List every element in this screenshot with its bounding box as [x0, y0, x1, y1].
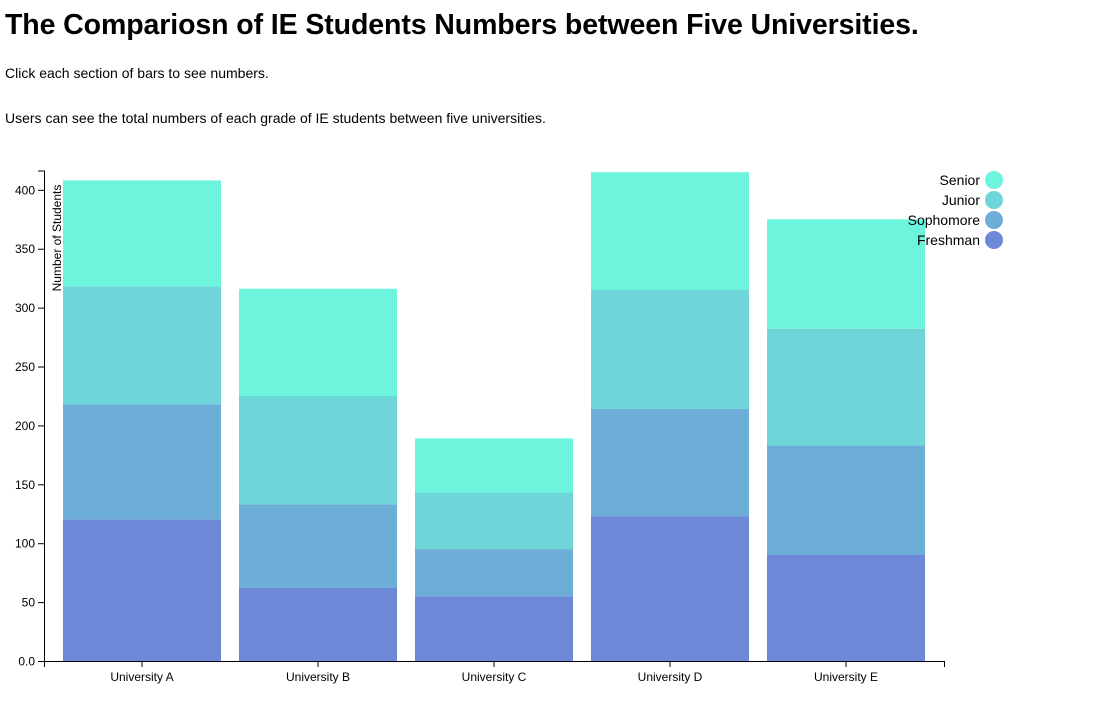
- legend-item-sophomore: Sophomore: [908, 211, 1003, 229]
- x-axis: University A University B University C Univ…: [44, 661, 945, 684]
- bar-university-e-sophomore[interactable]: Sophomore: 93: [767, 445, 925, 555]
- bar-university-b-sophomore[interactable]: Sophomore: 71: [239, 504, 397, 588]
- instruction-text: Click each section of bars to see number…: [5, 65, 269, 81]
- legend-label-senior: Senior: [940, 172, 981, 188]
- y-tick-label: 0.0: [18, 655, 35, 669]
- bar-university-a-sophomore[interactable]: Sophomore: 98: [63, 404, 221, 520]
- y-tick-label: 350: [15, 242, 35, 256]
- x-tick-label-university-d: University D: [638, 670, 703, 684]
- legend-swatch-sophomore: [985, 211, 1003, 229]
- bar-university-c-junior[interactable]: Junior: 48: [415, 492, 573, 550]
- y-axis: 0.0 50 100 150 200 250 300 350 400 Number of Stu…: [15, 170, 64, 669]
- legend-item-junior: Junior: [942, 191, 1003, 209]
- bars-group: Freshman: 120Sophomore: 98Junior: 100Sen…: [63, 172, 925, 661]
- bar-university-c-senior[interactable]: Senior: 46: [415, 438, 573, 493]
- x-tick-label-university-c: University C: [462, 670, 527, 684]
- y-axis-title: Number of Students: [50, 185, 64, 292]
- legend-item-freshman: Freshman: [917, 231, 1003, 249]
- page-title: The Compariosn of IE Students Numbers be…: [5, 9, 919, 41]
- bar-university-d-senior[interactable]: Senior: 100: [591, 172, 749, 290]
- bar-university-a-freshman[interactable]: Freshman: 120: [63, 519, 221, 661]
- y-ticks: 0.0 50 100 150 200 250 300 350 400: [15, 183, 44, 669]
- bar-university-e-senior[interactable]: Senior: 93: [767, 219, 925, 329]
- bar-university-d-sophomore[interactable]: Sophomore: 91: [591, 408, 749, 517]
- bar-university-b-freshman[interactable]: Freshman: 62: [239, 587, 397, 661]
- description-text: Users can see the total numbers of each …: [5, 110, 546, 126]
- y-axis-line: [38, 170, 45, 662]
- legend: Senior Junior Sophomore Freshman: [908, 171, 1003, 249]
- legend-label-sophomore: Sophomore: [908, 212, 981, 228]
- bar-university-a-senior[interactable]: Senior: 90: [63, 180, 221, 287]
- legend-swatch-junior: [985, 191, 1003, 209]
- bar-university-e-junior[interactable]: Junior: 99: [767, 328, 925, 446]
- bar-university-b-junior[interactable]: Junior: 92: [239, 395, 397, 505]
- y-tick-label: 200: [15, 419, 35, 433]
- legend-swatch-freshman: [985, 231, 1003, 249]
- y-tick-label: 150: [15, 478, 35, 492]
- bar-university-c-sophomore[interactable]: Sophomore: 40: [415, 549, 573, 597]
- x-ticks: University A University B University C Univ…: [110, 661, 878, 684]
- y-tick-label: 50: [22, 596, 36, 610]
- bar-university-b-senior[interactable]: Senior: 91: [239, 288, 397, 396]
- legend-swatch-senior: [985, 171, 1003, 189]
- bar-university-a-junior[interactable]: Junior: 100: [63, 286, 221, 405]
- bar-university-d-freshman[interactable]: Freshman: 123: [591, 516, 749, 661]
- bar-university-d-junior[interactable]: Junior: 101: [591, 289, 749, 409]
- bar-university-e-freshman[interactable]: Freshman: 90: [767, 554, 925, 661]
- legend-item-senior: Senior: [940, 171, 1003, 189]
- y-tick-label: 250: [15, 360, 35, 374]
- y-tick-label: 100: [15, 537, 35, 551]
- x-tick-label-university-b: University B: [286, 670, 350, 684]
- bar-university-c-freshman[interactable]: Freshman: 55: [415, 596, 573, 661]
- x-tick-label-university-a: University A: [110, 670, 173, 684]
- legend-label-freshman: Freshman: [917, 232, 980, 248]
- y-tick-label: 400: [15, 183, 35, 197]
- x-tick-label-university-e: University E: [814, 670, 878, 684]
- legend-label-junior: Junior: [942, 192, 980, 208]
- y-tick-label: 300: [15, 301, 35, 315]
